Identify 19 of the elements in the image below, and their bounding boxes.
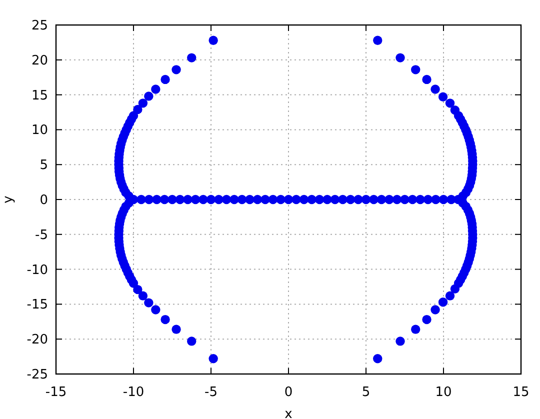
- y-tick-label: 0: [40, 193, 48, 208]
- y-tick-label: -20: [26, 332, 48, 348]
- x-tick-label: 15: [512, 385, 530, 400]
- x-axis-title: x: [284, 407, 293, 419]
- y-tick-label: 20: [31, 53, 48, 68]
- y-tick-label: -5: [35, 228, 48, 243]
- y-axis-title: y: [1, 195, 16, 204]
- x-tick-label: 5: [362, 385, 370, 400]
- y-tick-label: -10: [26, 262, 48, 278]
- y-tick-label: -25: [26, 368, 48, 382]
- y-tick-label: 5: [40, 158, 48, 174]
- y-tick-label: 25: [31, 18, 48, 34]
- x-tick-label: -10: [122, 385, 144, 400]
- y-tick-label: 10: [31, 123, 48, 138]
- y-tick-label: -15: [26, 298, 48, 313]
- x-tick-label: 10: [435, 385, 452, 400]
- x-tick-label: 0: [284, 385, 293, 400]
- x-tick-label: -5: [204, 385, 218, 400]
- y-tick-label: 15: [31, 88, 48, 104]
